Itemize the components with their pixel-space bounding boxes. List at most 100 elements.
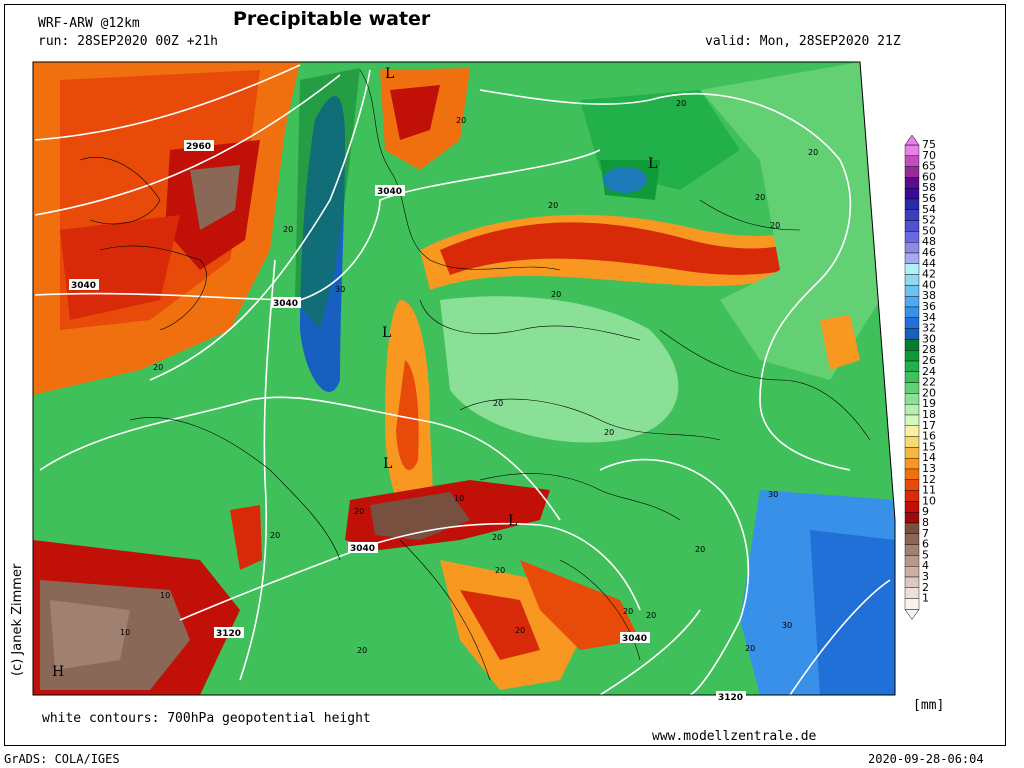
colorbar-tick-label: 14 [922,451,936,464]
colorbar-tick-label: 48 [922,235,936,248]
pw-label: 20 [548,201,558,210]
pw-label: 20 [623,607,633,616]
low-pressure-label: L [648,156,657,172]
low-pressure-label: L [508,513,517,529]
colorbar-swatch [904,220,920,232]
geopotential-contours [34,64,891,695]
model-label: WRF-ARW @12km [38,16,140,31]
colorbar-swatch [904,252,920,265]
colorbar-tick-label: 20 [922,386,936,399]
run-label: run: 28SEP2020 00Z +21h [38,34,219,49]
colorbar-swatch [904,458,920,470]
colorbar-swatch [904,544,920,556]
colorbar-swatch [904,296,920,308]
colorbar-tick-label: 44 [922,257,936,270]
colorbar-tick-label: 17 [922,419,936,432]
author-credit: (c) Janek Zimmer [10,563,25,676]
colorbar-tick-label: 60 [922,170,936,183]
low-pressure-label: L [383,456,392,472]
colorbar-tick-label: 8 [922,516,929,529]
colorbar-tick-label: 22 [922,376,936,389]
colorbar-tick-label: 42 [922,268,936,281]
low-pressure-label: L [385,66,394,82]
colorbar-swatch [904,263,920,275]
pw-label: 20 [604,428,614,437]
colorbar-tick-label: 26 [922,354,936,367]
colorbar-tick-label: 50 [922,224,936,237]
colorbar-tick-label: 54 [922,203,936,216]
colorbar-tick-label: 46 [922,246,936,259]
colorbar-swatch [904,393,920,405]
contour-label: 2960 [186,142,211,152]
pw-label: 20 [493,399,503,408]
colorbar-tick-label: 24 [922,365,936,378]
colorbar-swatch [904,155,920,167]
pw-label: 30 [335,285,345,294]
colorbar-swatch [904,512,920,524]
colorbar-tick-label: 70 [922,149,936,162]
pressure-center-group: L L L L L H [52,66,657,680]
colorbar-swatch [904,328,920,340]
colorbar-swatch [904,501,920,513]
colorbar-swatch [904,425,920,437]
colorbar-swatch [904,566,920,578]
pw-label: 20 [270,531,280,540]
colorbar-tick-label: 19 [922,397,936,410]
colorbar-swatch [904,317,920,329]
colorbar-tick-label: 10 [922,494,936,507]
colorbar-swatch [904,598,920,610]
colorbar-swatch [904,350,920,362]
website-label: www.modellzentrale.de [652,729,817,744]
colorbar-tick-label: 2 [922,581,929,594]
pw-label: 20 [745,644,755,653]
colorbar: 7570656058565452504846444240383634323028… [904,134,936,620]
colorbar-swatch [904,187,920,200]
high-pressure-label: H [52,664,64,680]
colorbar-tick-label: 1 [922,592,929,605]
colorbar-tick-label: 11 [922,484,936,497]
colorbar-tick-label: 12 [922,473,936,486]
pw-label: 20 [755,193,765,202]
valid-time-label: valid: Mon, 28SEP2020 21Z [705,34,901,49]
colorbar-tick-label: 15 [922,440,936,453]
colorbar-tick-label: 75 [922,138,936,151]
pw-label: 10 [160,591,170,600]
colorbar-tick-label: 56 [922,192,936,205]
contour-label: 3120 [718,693,743,703]
colorbar-swatch [904,555,920,567]
colorbar-swatch [904,231,920,243]
pw-label: 20 [492,533,502,542]
colorbar-swatch [904,576,920,589]
colorbar-swatch [904,436,920,448]
colorbar-tick-label: 32 [922,322,936,335]
pw-label: 20 [495,566,505,575]
colorbar-swatch [904,198,920,211]
contour-note: white contours: 700hPa geopotential heig… [42,711,371,726]
colorbar-swatch [904,533,920,545]
colorbar-unit: [mm] [913,698,945,713]
pw-label: 20 [676,99,686,108]
colorbar-swatch [904,382,920,394]
colorbar-swatch [904,522,920,535]
contour-label-group: 2960 3040 3040 3040 3040 3040 3120 3120 [69,140,746,703]
pw-label: 20 [354,507,364,516]
colorbar-swatch [904,479,920,491]
colorbar-swatch [904,144,920,157]
pw-label: 20 [808,148,818,157]
colorbar-top-arrow [904,134,920,146]
colorbar-tick-label: 65 [922,160,936,173]
colorbar-tick-label: 34 [922,311,936,324]
colorbar-swatch [904,285,920,297]
colorbar-swatch [904,490,920,502]
pw-label: 20 [283,225,293,234]
pw-label: 30 [768,490,778,499]
colorbar-tick-label: 30 [922,332,936,345]
colorbar-tick-label: 16 [922,430,936,443]
colorbar-tick-label: 7 [922,527,929,540]
low-pressure-label: L [382,325,391,341]
pw-label: 10 [454,494,464,503]
contour-label: 3040 [377,187,402,197]
colorbar-bottom-arrow [904,609,920,620]
colorbar-tick-label: 3 [922,570,929,583]
